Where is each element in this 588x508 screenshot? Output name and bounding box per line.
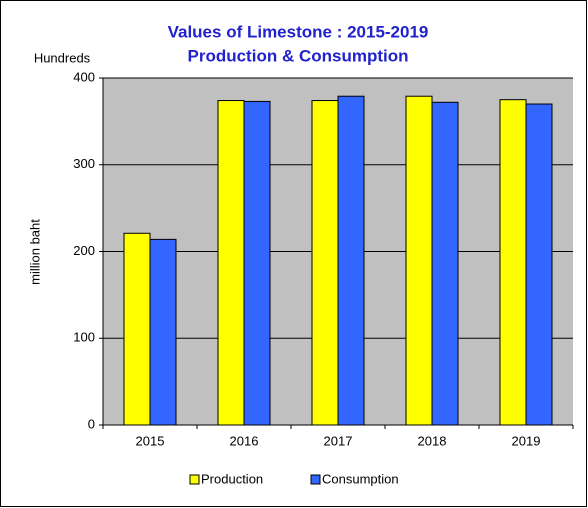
legend-swatch xyxy=(189,474,200,485)
x-tick-label: 2016 xyxy=(230,433,259,448)
legend-label: Production xyxy=(201,471,263,486)
y-tick-label: 100 xyxy=(73,330,95,345)
bar xyxy=(499,99,527,426)
bar xyxy=(405,95,433,426)
x-tick-label: 2018 xyxy=(418,433,447,448)
x-tick-label: 2019 xyxy=(512,433,541,448)
legend-label: Consumption xyxy=(322,471,399,486)
y-axis-label: million baht xyxy=(27,219,42,285)
bar xyxy=(525,103,553,426)
bar xyxy=(311,100,339,426)
bar xyxy=(217,100,245,426)
y-unit-label: Hundreds xyxy=(34,50,91,65)
bar xyxy=(149,238,177,426)
x-tick-label: 2017 xyxy=(324,433,353,448)
legend-swatch xyxy=(310,474,321,485)
y-tick-label: 400 xyxy=(73,69,95,84)
bar xyxy=(243,100,271,426)
y-tick-label: 300 xyxy=(73,156,95,171)
bar xyxy=(123,232,151,426)
y-tick-label: 200 xyxy=(73,243,95,258)
bar xyxy=(337,95,365,426)
x-tick-label: 2015 xyxy=(136,433,165,448)
bar xyxy=(431,101,459,426)
y-tick-label: 0 xyxy=(88,416,95,431)
chart-title: Values of Limestone : 2015-2019 xyxy=(168,22,429,41)
chart-subtitle: Production & Consumption xyxy=(188,46,409,65)
